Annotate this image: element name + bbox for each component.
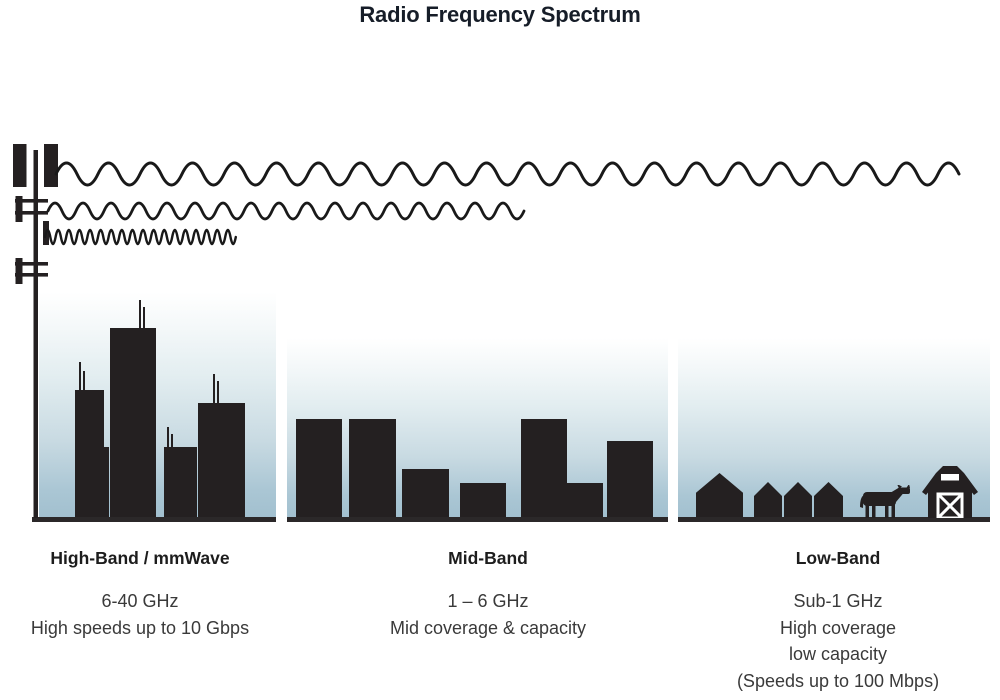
low-frequency-long-wave (54, 161, 961, 187)
waves-and-tower (13, 144, 961, 518)
mid-band-building (460, 483, 506, 519)
band-description-line: low capacity (788, 644, 888, 664)
tower-pole (33, 150, 38, 518)
cow-head (898, 487, 910, 494)
building-antenna (171, 434, 173, 447)
mid-band-building (349, 419, 396, 519)
tower-crossbar (15, 273, 48, 277)
building-antenna (213, 374, 215, 403)
building-antenna (143, 307, 145, 328)
tower-antenna-panel-left (13, 144, 27, 187)
city-building (110, 328, 156, 519)
cow-leg (891, 504, 895, 518)
band-label-low-band: Low-Band Sub-1 GHz High coverage low capaci… (703, 548, 973, 694)
band-label-high-band-mmwave: High-Band / mmWave 6-40 GHz High speeds up… (15, 548, 265, 641)
band-description-line: Sub-1 GHz (793, 591, 883, 611)
cow-horn (906, 485, 910, 489)
city-building (164, 447, 197, 519)
mid-band-building (607, 441, 653, 519)
barn-door-crossbuck (936, 492, 964, 518)
building-antenna (217, 381, 219, 403)
ground-line (287, 517, 668, 522)
tower-antenna-panel-right (44, 144, 58, 187)
band-heading: Mid-Band (448, 548, 528, 568)
cow-horn (897, 485, 902, 489)
building-antenna (79, 362, 81, 390)
barn-icon (922, 466, 978, 518)
band-description-line: 1 – 6 GHz (447, 591, 529, 611)
cow-leg (872, 504, 876, 518)
band-description-line: Mid coverage & capacity (389, 617, 587, 638)
building-antenna (167, 427, 169, 447)
building-antenna (83, 371, 85, 390)
building-antenna (139, 300, 141, 328)
tower-crossbar (15, 199, 48, 203)
cow-leg (885, 504, 889, 518)
tower-side-panel (15, 196, 23, 222)
mid-band-building (296, 419, 342, 519)
band-heading: High-Band / mmWave (50, 548, 230, 568)
city-building (198, 403, 245, 519)
barn-loft-window (941, 474, 959, 481)
mid-band-building (521, 419, 567, 519)
band-label-mid-band: Mid-Band 1 – 6 GHz Mid coverage & capacity (363, 548, 613, 641)
band-description-line: 6-40 GHz (101, 591, 179, 611)
barn-roof (922, 466, 978, 495)
tower-crossbar (15, 211, 48, 215)
ground-line (678, 517, 990, 522)
band-description-line: High coverage (779, 617, 897, 638)
mid-band-building (402, 469, 449, 519)
city-building (103, 447, 109, 519)
ground-line (32, 517, 276, 522)
tower-side-panel (15, 258, 23, 284)
mid-band-building (567, 483, 603, 519)
tower-crossbar (15, 262, 48, 266)
cow-icon (860, 485, 910, 518)
city-building (75, 390, 104, 519)
band-description-line: High speeds up to 10 Gbps (30, 617, 250, 638)
mid-frequency-wave (46, 201, 526, 221)
cell-tower-icon (13, 144, 58, 518)
page-title: Radio Frequency Spectrum (359, 2, 641, 27)
band-description-line: (Speeds up to 100 Mbps) (736, 670, 940, 691)
band-heading: Low-Band (795, 548, 881, 568)
high-frequency-short-wave (43, 228, 237, 246)
cow-leg (865, 504, 869, 518)
cow-body (863, 492, 896, 506)
